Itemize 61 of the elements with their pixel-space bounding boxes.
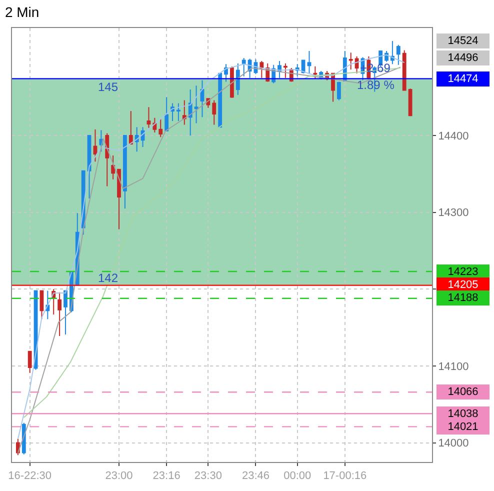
candlestick xyxy=(64,290,68,335)
y-tick-label: 14400 xyxy=(438,130,469,142)
candlestick xyxy=(87,135,92,200)
candlestick xyxy=(260,60,264,78)
x-tick-label: 23:46 xyxy=(242,470,270,482)
x-tick-label: 23:16 xyxy=(152,470,180,482)
candlestick xyxy=(117,168,121,230)
x-tick-label: 23:30 xyxy=(194,470,222,482)
candlestick xyxy=(22,422,26,455)
y-tick-label: 14100 xyxy=(438,360,469,373)
candlestick xyxy=(396,44,400,66)
candlestick xyxy=(188,88,192,136)
candlestick xyxy=(284,62,288,78)
candlestick xyxy=(111,155,116,180)
text: 14524 xyxy=(448,35,478,47)
candlestick xyxy=(194,85,198,124)
candlestick xyxy=(134,126,139,152)
candlestick xyxy=(242,57,246,77)
y-tick-label: 14300 xyxy=(438,207,469,220)
candlestick xyxy=(93,128,98,162)
ref-line-label: 14038 xyxy=(448,408,478,420)
candlestick xyxy=(354,56,359,74)
x-tick-label: 00:00 xyxy=(284,470,312,482)
candlestick xyxy=(348,52,353,70)
candlestick xyxy=(278,60,282,78)
candlestick xyxy=(28,350,32,374)
candlestick xyxy=(313,66,318,80)
candlestick xyxy=(408,88,412,116)
candlestick xyxy=(390,40,394,65)
x-tick-label: 23:00 xyxy=(105,470,133,482)
annotation: 145 xyxy=(98,80,118,94)
ref-line-label: 14223 xyxy=(448,266,478,278)
candlestick xyxy=(164,96,169,132)
candlestick xyxy=(230,66,234,98)
x-tick-label: 16-22:30 xyxy=(8,470,52,482)
candlestick xyxy=(99,130,104,152)
ref-line-label: 14066 xyxy=(448,386,478,398)
candlestick xyxy=(402,50,406,91)
text: 14496 xyxy=(448,52,478,64)
candlestick xyxy=(40,290,44,320)
candlestick xyxy=(146,106,151,128)
ref-line-label: 14474 xyxy=(448,73,478,85)
ref-line-label: 14205 xyxy=(448,279,478,291)
candlestick xyxy=(337,81,341,101)
chart-title: 2 Min xyxy=(4,4,40,20)
candlestick xyxy=(122,135,127,210)
candlestick xyxy=(128,110,133,144)
x-tick-label: 17-00:16 xyxy=(323,470,367,482)
candlestick xyxy=(176,102,180,122)
candlestick xyxy=(236,62,240,96)
ref-line-label: 14188 xyxy=(448,292,478,304)
candlestick xyxy=(307,50,312,74)
candlestick xyxy=(224,64,228,82)
candlestick xyxy=(200,80,204,118)
candlestick xyxy=(212,100,216,126)
candlestick xyxy=(158,118,163,138)
candlestick xyxy=(182,100,186,126)
ref-line-label: 14021 xyxy=(448,421,478,433)
y-tick-label: 14000 xyxy=(438,438,469,450)
candlestick xyxy=(58,292,62,337)
annotation: 142 xyxy=(98,271,118,285)
